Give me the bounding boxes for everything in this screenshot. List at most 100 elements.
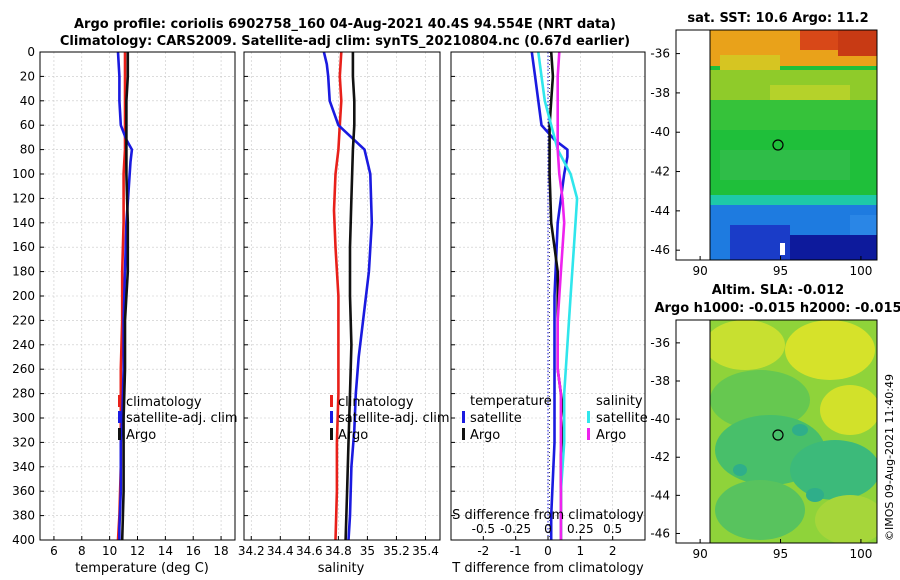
s-tick-label: -0.25 xyxy=(500,522,531,536)
legend-swatch-s-argo xyxy=(587,428,590,440)
x-tick-label: 8 xyxy=(78,544,86,558)
legend-swatch-climatology xyxy=(330,395,333,407)
y-tick-label: 100 xyxy=(12,167,35,181)
series-line xyxy=(120,52,130,541)
sla-map-title-line-2: Argo h1000: -0.015 h2000: -0.015 xyxy=(654,301,900,316)
map-y-tick-label: -40 xyxy=(650,412,670,426)
timestamp: ©IMOS 09-Aug-2021 11:40:49 xyxy=(883,374,896,541)
legend-swatch-s-satellite xyxy=(587,411,590,423)
x-tick-label: 1 xyxy=(577,544,585,558)
title-line-2: Climatology: CARS2009. Satellite-adj cli… xyxy=(60,34,630,49)
difference-xlabel: T difference from climatology xyxy=(451,561,644,576)
map-axes-frame xyxy=(675,29,878,261)
y-tick-label: 360 xyxy=(12,484,35,498)
y-tick-label: 220 xyxy=(12,313,35,327)
temperature-legend: climatology satellite-adj. clim Argo xyxy=(118,395,238,443)
y-tick-label: 260 xyxy=(12,362,35,376)
x-tick-label: 34.6 xyxy=(296,544,323,558)
map-x-tick-label: 90 xyxy=(692,547,707,561)
legend-label-satellite: satellite-adj. clim xyxy=(126,411,238,426)
s-tick-label: 0 xyxy=(544,522,552,536)
y-tick-label: 400 xyxy=(12,533,35,547)
salinity-xlabel: salinity xyxy=(318,561,365,576)
x-tick-label: 34.2 xyxy=(238,544,265,558)
x-tick-label: 6 xyxy=(50,544,58,558)
legend-label-s-argo: Argo xyxy=(596,428,626,443)
sst-map-ticks: 90 95 100 -36 -38 -40 -42 -44 -46 xyxy=(650,29,878,278)
map-x-tick-label: 95 xyxy=(773,264,788,278)
legend-label-climatology: climatology xyxy=(126,395,202,410)
y-tick-label: 40 xyxy=(20,94,35,108)
x-tick-label: 12 xyxy=(130,544,145,558)
legend-header-salinity: salinity xyxy=(596,394,643,409)
map-y-tick-label: -38 xyxy=(650,374,670,388)
salinity-legend: climatology satellite-adj. clim Argo xyxy=(330,395,450,443)
x-tick-label: 10 xyxy=(102,544,117,558)
s-tick-label: 0.5 xyxy=(603,522,622,536)
s-tick-label: 0.25 xyxy=(567,522,594,536)
y-tick-label: 20 xyxy=(20,69,35,83)
legend-label-argo: Argo xyxy=(126,428,156,443)
sla-heatmap xyxy=(710,320,877,543)
y-tick-label: 160 xyxy=(12,240,35,254)
y-tick-label: 280 xyxy=(12,387,35,401)
map-y-tick-label: -46 xyxy=(650,243,670,257)
salinity-panel: 34.2 34.4 34.6 34.8 35 35.2 35.4 xyxy=(238,51,441,558)
map-x-tick-label: 100 xyxy=(849,264,872,278)
x-tick-label: 34.8 xyxy=(325,544,352,558)
x-tick-label: 0 xyxy=(544,544,552,558)
difference-panel: -2 -1 0 1 2 -0.5 -0.25 0 0.25 0.5 xyxy=(450,51,646,558)
temperature-panel: 6 8 10 12 14 16 180204060801001201401601802002… xyxy=(12,45,236,558)
map-y-tick-label: -40 xyxy=(650,125,670,139)
map-y-tick-label: -46 xyxy=(650,526,670,540)
sst-map-title: sat. SST: 10.6 Argo: 11.2 xyxy=(687,11,868,26)
x-tick-label: 18 xyxy=(213,544,228,558)
x-tick-label: -2 xyxy=(477,544,489,558)
series-line xyxy=(556,51,566,540)
y-tick-label: 240 xyxy=(12,338,35,352)
y-tick-label: 340 xyxy=(12,460,35,474)
sla-map-ticks: 90 95 100 -36 -38 -40 -42 -44 -46 xyxy=(650,319,878,561)
y-tick-label: 300 xyxy=(12,411,35,425)
legend-label-satellite: satellite-adj. clim xyxy=(338,411,450,426)
legend-swatch-t-satellite xyxy=(462,411,465,423)
y-tick-label: 80 xyxy=(20,143,35,157)
map-y-tick-label: -36 xyxy=(650,336,670,350)
sla-map-title-line-1: Altim. SLA: -0.012 xyxy=(712,283,844,298)
sla-argo-marker xyxy=(772,429,784,441)
map-y-tick-label: -36 xyxy=(650,47,670,61)
map-y-tick-label: -44 xyxy=(650,204,670,218)
map-x-tick-label: 100 xyxy=(849,547,872,561)
y-tick-label: 200 xyxy=(12,289,35,303)
series-line xyxy=(322,51,374,541)
s-tick-label: -0.5 xyxy=(472,522,495,536)
legend-swatch-climatology xyxy=(118,395,121,407)
x-tick-label: 34.4 xyxy=(267,544,294,558)
series-line xyxy=(116,51,134,540)
y-tick-label: 60 xyxy=(20,118,35,132)
legend-header-temperature: temperature xyxy=(470,394,552,409)
x-tick-label: 35 xyxy=(360,544,375,558)
x-tick-label: 14 xyxy=(158,544,173,558)
legend-label-climatology: climatology xyxy=(338,395,414,410)
legend-swatch-argo xyxy=(118,428,121,440)
legend-swatch-satellite xyxy=(118,411,121,423)
y-tick-label: 140 xyxy=(12,216,35,230)
map-x-tick-label: 95 xyxy=(773,547,788,561)
legend-label-t-argo: Argo xyxy=(470,428,500,443)
series-line xyxy=(344,52,356,541)
map-y-tick-label: -42 xyxy=(650,165,670,179)
legend-swatch-satellite xyxy=(330,411,333,423)
y-tick-label: 0 xyxy=(27,45,35,59)
legend-swatch-t-argo xyxy=(462,428,465,440)
x-tick-label: -1 xyxy=(510,544,522,558)
series-line xyxy=(537,51,579,540)
y-tick-label: 320 xyxy=(12,435,35,449)
legend-label-s-satellite: satellite xyxy=(596,411,648,426)
s-difference-xlabel: S difference from climatology xyxy=(452,508,644,523)
y-tick-label: 180 xyxy=(12,265,35,279)
map-y-tick-label: -44 xyxy=(650,488,670,502)
legend-label-argo: Argo xyxy=(338,428,368,443)
x-tick-label: 35.2 xyxy=(383,544,410,558)
x-tick-label: 35.4 xyxy=(412,544,439,558)
